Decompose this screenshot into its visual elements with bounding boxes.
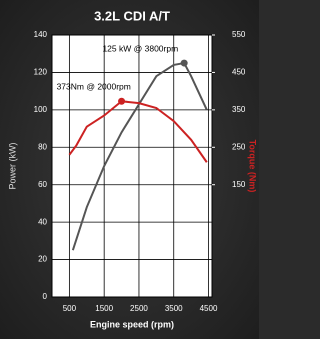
- annotation: 125 kW @ 3800rpm: [102, 43, 178, 53]
- y-tick-label: 20: [38, 255, 47, 264]
- peak-marker: [118, 98, 125, 105]
- x-tick-label: 2500: [130, 304, 148, 313]
- y2-tick-label: 450: [232, 68, 246, 77]
- x-axis-label: Engine speed (rpm): [90, 319, 174, 329]
- y2-tick-label: 550: [232, 30, 246, 39]
- y2-tick-label: 250: [232, 142, 246, 151]
- y-tick-label: 120: [34, 68, 48, 77]
- chart-title: 3.2L CDI A/T: [94, 8, 170, 23]
- y2-tick-label: 150: [232, 180, 246, 189]
- x-tick-label: 1500: [95, 304, 113, 313]
- y-axis-label: Power (kW): [7, 142, 17, 189]
- y-tick-label: 60: [38, 180, 47, 189]
- chart: 3.2L CDI A/T Engine speed (rpm) Power (k…: [0, 0, 259, 339]
- y-tick-label: 40: [38, 217, 47, 226]
- y-tick-label: 80: [38, 142, 47, 151]
- y2-axis-label: Torque (Nm): [248, 140, 258, 193]
- y-tick-label: 140: [34, 30, 48, 39]
- x-tick-label: 4500: [200, 304, 218, 313]
- y-tick-label: 100: [34, 105, 48, 114]
- y2-tick-label: 350: [232, 105, 246, 114]
- peak-marker: [181, 60, 188, 67]
- x-tick-label: 500: [63, 304, 77, 313]
- x-tick-label: 3500: [165, 304, 183, 313]
- y-tick-label: 0: [43, 292, 48, 301]
- annotation: 373Nm @ 2000rpm: [57, 81, 131, 91]
- plot-area: [52, 35, 212, 297]
